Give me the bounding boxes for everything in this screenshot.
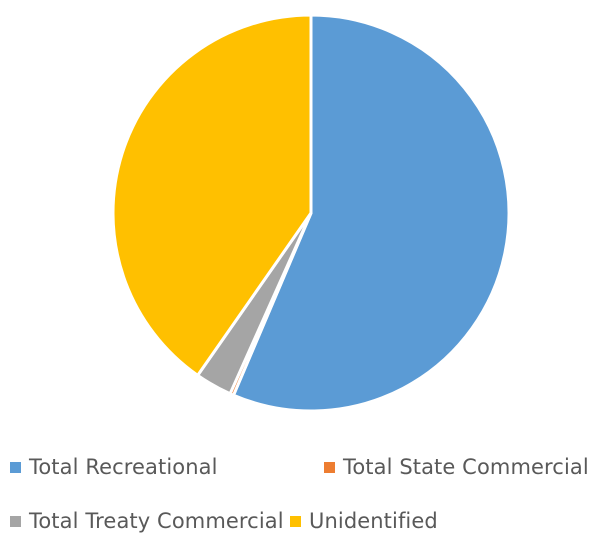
legend-label-unidentified: Unidentified [309, 509, 438, 533]
legend-swatch-total-treaty-commercial [10, 516, 21, 527]
legend-swatch-unidentified [290, 516, 301, 527]
pie-slices [113, 15, 509, 411]
legend-item-total-recreational: Total Recreational [10, 455, 218, 479]
legend-item-total-state-commercial: Total State Commercial [324, 455, 589, 479]
legend-label-total-state-commercial: Total State Commercial [343, 455, 589, 479]
pie-plot-area [0, 0, 609, 420]
legend-item-unidentified: Unidentified [290, 509, 438, 533]
legend-label-total-recreational: Total Recreational [29, 455, 218, 479]
legend-swatch-total-recreational [10, 462, 21, 473]
legend-label-total-treaty-commercial: Total Treaty Commercial [29, 509, 284, 533]
legend-item-total-treaty-commercial: Total Treaty Commercial [10, 509, 284, 533]
legend-swatch-total-state-commercial [324, 462, 335, 473]
